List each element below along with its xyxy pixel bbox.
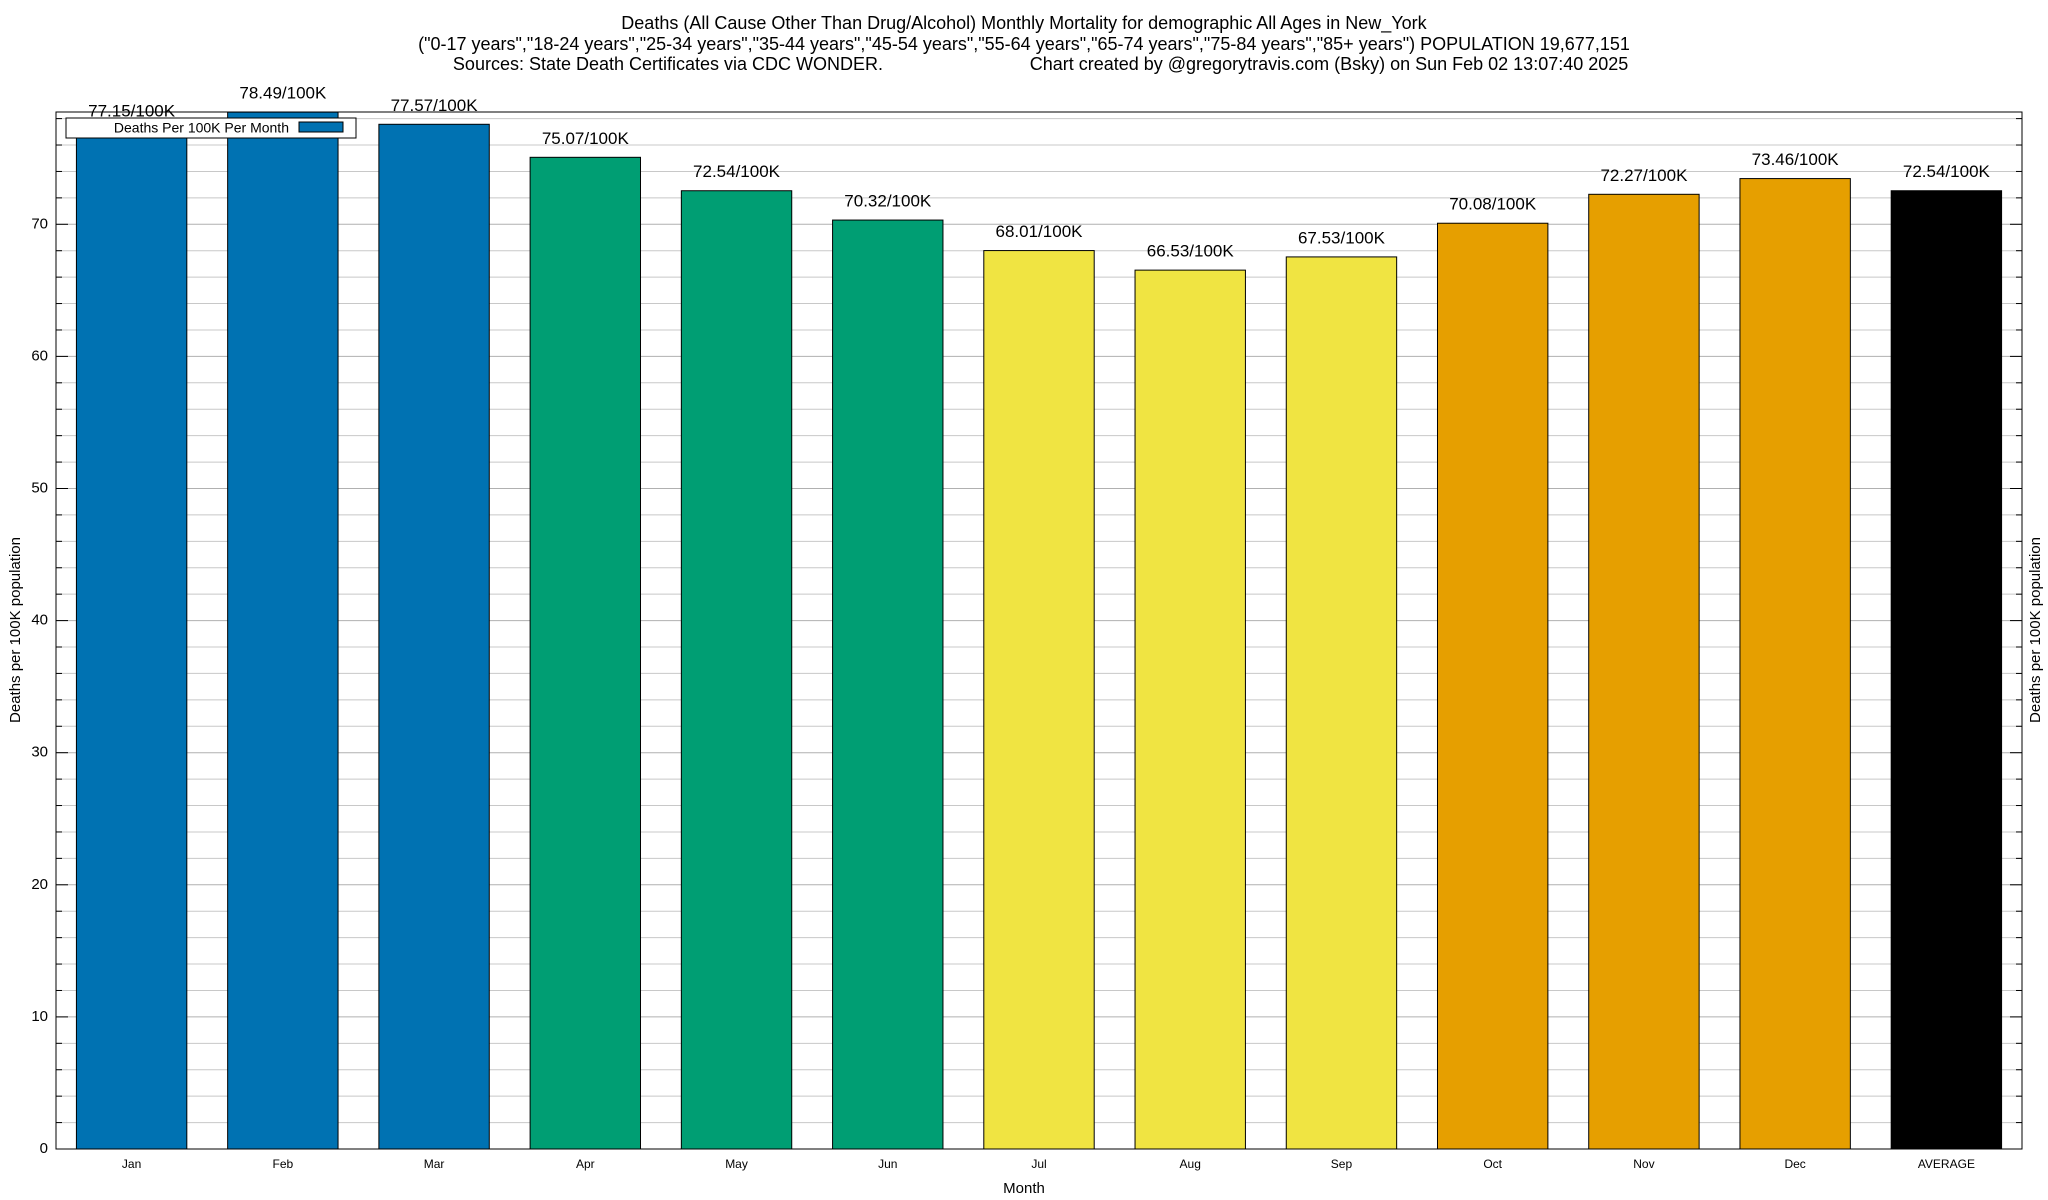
bar <box>227 111 339 1150</box>
bar <box>983 250 1095 1150</box>
y-tick-label: 20 <box>31 876 48 893</box>
value-label: 72.27/100K <box>1600 166 1688 185</box>
x-tick-label: Jan <box>122 1157 141 1171</box>
x-tick-label: Nov <box>1633 1157 1654 1171</box>
value-label: 77.57/100K <box>391 96 479 115</box>
y-tick-label: 40 <box>31 612 48 629</box>
y-tick-label: 0 <box>40 1140 48 1157</box>
plot-border <box>55 111 2023 1150</box>
chart-title: Deaths (All Cause Other Than Drug/Alcoho… <box>621 13 1427 34</box>
x-tick-label: Oct <box>1483 1157 1502 1171</box>
value-label: 68.01/100K <box>996 222 1084 241</box>
x-tick-label: Sep <box>1331 1157 1353 1171</box>
value-label: 77.15/100K <box>88 101 176 120</box>
value-label: 70.08/100K <box>1449 195 1537 214</box>
x-tick-label: Dec <box>1784 1157 1805 1171</box>
legend-label: Deaths Per 100K Per Month <box>114 120 289 136</box>
x-tick-label: Jul <box>1031 1157 1046 1171</box>
y-axis-label: Deaths per 100K population <box>7 537 24 723</box>
y-tick-label: 50 <box>31 479 48 496</box>
x-tick-label: AVERAGE <box>1918 1157 1975 1171</box>
value-label: 72.54/100K <box>1903 162 1991 181</box>
x-tick-label: Aug <box>1180 1157 1201 1171</box>
y-tick-label: 10 <box>31 1008 48 1025</box>
bar <box>1588 193 1700 1150</box>
x-axis-label: Month <box>1003 1180 1045 1197</box>
bar <box>1739 178 1851 1150</box>
value-label: 73.46/100K <box>1752 150 1840 169</box>
chart-subtitle: ("0-17 years","18-24 years","25-34 years… <box>418 34 1630 54</box>
bar <box>1436 222 1549 1150</box>
credit: Chart created by @gregorytravis.com (Bsk… <box>1030 54 1629 74</box>
bar <box>680 190 793 1150</box>
legend-swatch <box>298 121 344 133</box>
value-label: 67.53/100K <box>1298 228 1386 247</box>
value-label: 72.54/100K <box>693 162 781 181</box>
y-tick-label: 60 <box>31 347 48 364</box>
x-tick-label: Mar <box>424 1157 445 1171</box>
value-label: 66.53/100K <box>1147 242 1235 261</box>
x-tick-label: Feb <box>273 1157 294 1171</box>
bar <box>378 123 490 1150</box>
value-label: 78.49/100K <box>239 84 327 103</box>
bar <box>1134 269 1246 1150</box>
y-tick-label: 30 <box>31 744 48 761</box>
value-label: 75.07/100K <box>542 129 630 148</box>
bar <box>832 219 944 1150</box>
bar <box>75 129 188 1150</box>
value-label: 70.32/100K <box>844 192 932 211</box>
y2-axis-label: Deaths per 100K population <box>2027 537 2044 723</box>
sources: Sources: State Death Certificates via CD… <box>453 54 883 74</box>
x-tick-label: Jun <box>878 1157 897 1171</box>
legend-box <box>65 117 357 139</box>
y-tick-label: 70 <box>31 215 48 232</box>
x-tick-label: Apr <box>576 1157 595 1171</box>
bar <box>529 156 642 1150</box>
bar <box>1890 190 2003 1150</box>
x-tick-label: May <box>725 1157 748 1171</box>
bar <box>1285 256 1398 1150</box>
